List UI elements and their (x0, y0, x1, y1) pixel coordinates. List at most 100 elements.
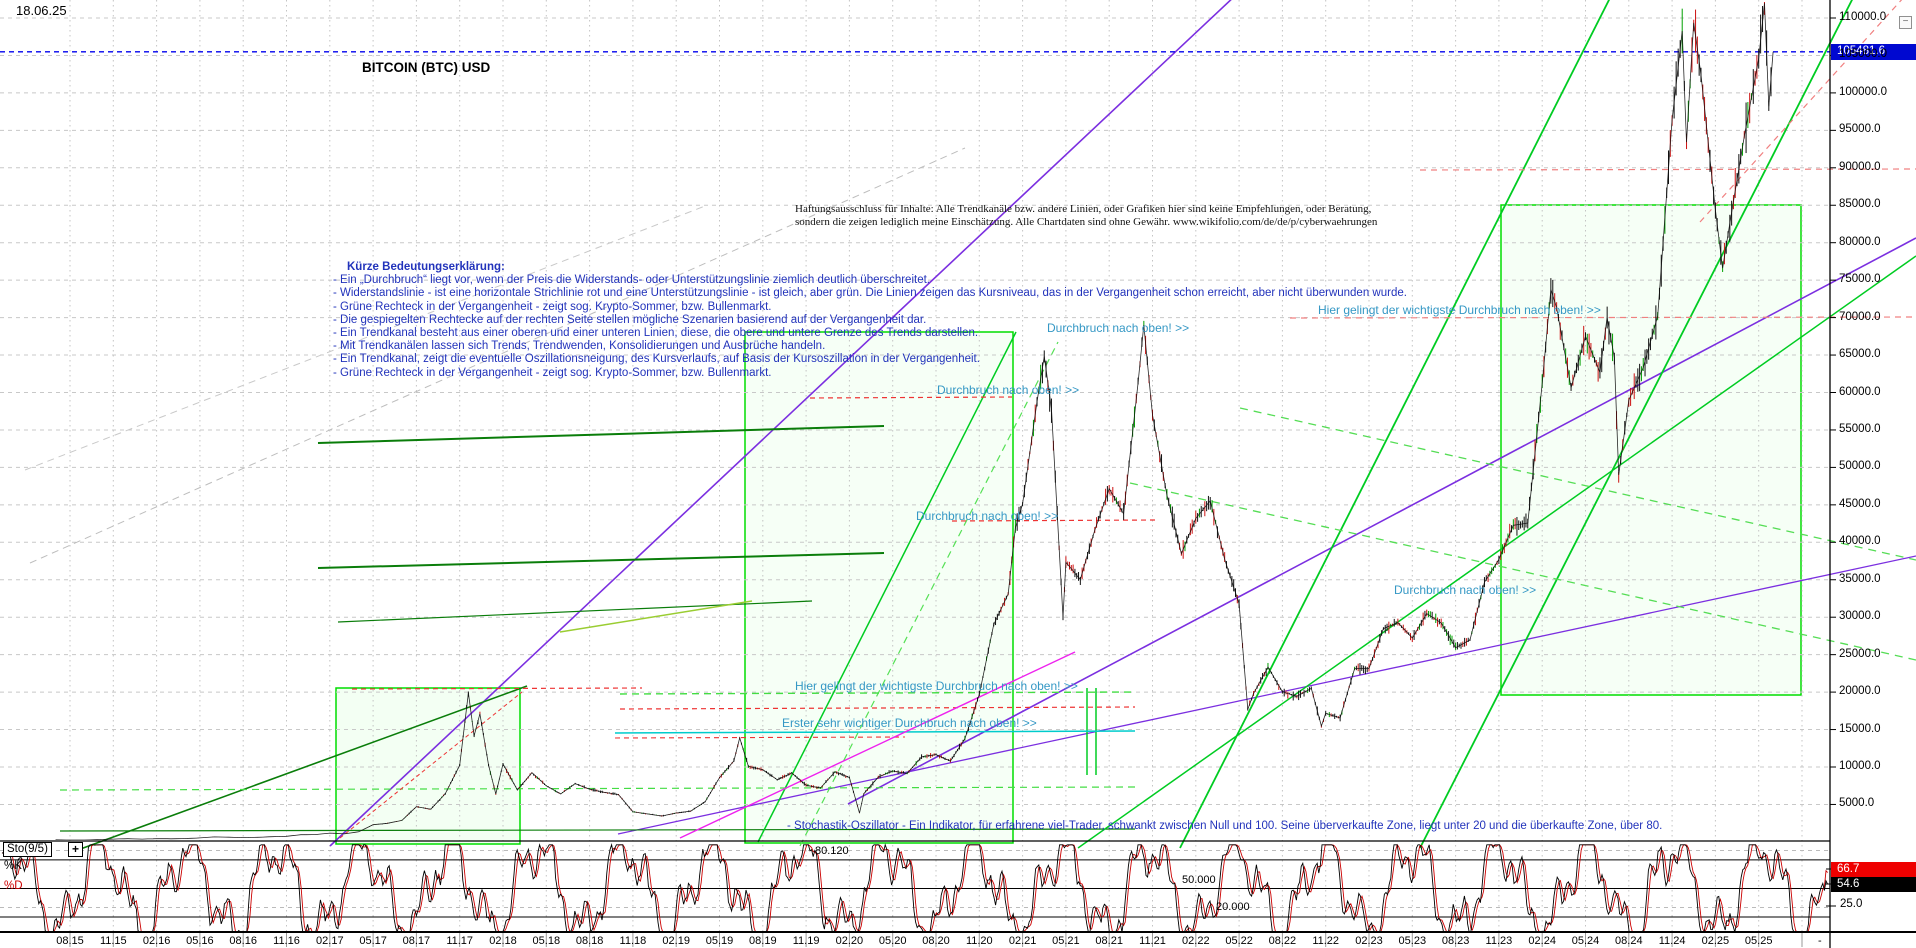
time-axis-label: 05.18 (532, 935, 561, 947)
stochastic-level-lower: 20.000 (1216, 901, 1250, 913)
time-axis-label: 05.23 (1398, 935, 1427, 947)
price-axis-label: 100000.0 (1839, 85, 1887, 98)
price-axis-label: 90000.0 (1839, 160, 1881, 173)
legend-title: Kürze Bedeutungserklärung: (347, 261, 505, 273)
annotation-text: Hier gelingt der wichtigste Durchbruch n… (1318, 303, 1601, 317)
annotation-text: Erster sehr wichtiger Durchbruch nach ob… (782, 716, 1037, 730)
time-axis-label: 11.17 (446, 935, 474, 947)
time-axis-label: 05.16 (186, 935, 214, 947)
time-axis-label: 02.23 (1355, 935, 1383, 947)
krypto-sommer-rectangle (335, 687, 521, 845)
price-axis-label: 65000.0 (1839, 348, 1881, 361)
stochastic-k-label: %K (4, 860, 22, 872)
price-axis-label: 40000.0 (1839, 535, 1881, 548)
time-axis-label: 05.25 (1744, 935, 1773, 947)
page-title: BITCOIN (BTC) USD (362, 60, 491, 75)
price-axis-label: 95000.0 (1839, 123, 1881, 136)
price-axis-label: 15000.0 (1839, 722, 1881, 735)
time-axis-label: 08.21 (1095, 935, 1123, 947)
legend-item: - Grüne Rechteck in der Vergangenheit - … (333, 300, 772, 313)
price-axis-label: 110000.0 (1839, 11, 1887, 23)
stochastic-level-upper: 80.120 (815, 845, 849, 857)
price-axis-label: 30000.0 (1839, 610, 1881, 623)
stochastic-d-label: %D (4, 880, 23, 892)
current-price-badge: 105481.6 (1831, 44, 1916, 60)
time-axis-label: 08.16 (229, 935, 257, 947)
stochastic-level-middle: 50.000 (1182, 874, 1216, 886)
time-axis-label: 08.24 (1615, 935, 1643, 947)
annotation-text: Durchbruch nach oben! >> (1047, 321, 1190, 335)
time-axis-label: 08.15 (56, 935, 84, 947)
trendlines (24, 0, 1916, 852)
price-axis-label: 55000.0 (1839, 422, 1881, 435)
krypto-sommer-rectangle (744, 331, 1014, 844)
legend-item: - Grüne Rechteck in der Vergangenheit - … (333, 366, 772, 379)
time-axis-label: 11.18 (619, 935, 647, 947)
time-axis-label: 05.21 (1052, 935, 1080, 947)
chart-date: 18.06.25 (16, 3, 67, 18)
price-axis-label: 70000.0 (1839, 310, 1881, 323)
time-axis-label: 05.17 (359, 935, 387, 947)
time-axis-label: 02.24 (1528, 935, 1556, 947)
time-axis-label: 11.19 (792, 935, 820, 947)
time-axis-label: 05.24 (1571, 935, 1600, 947)
time-axis-end-dash: - (1818, 935, 1822, 947)
stochastic-series (1, 843, 1829, 931)
time-axis-label: 11.16 (273, 935, 300, 947)
annotation-text: Hier gelingt der wichtigste Durchbruch n… (795, 679, 1078, 693)
stochastic-indicator-label[interactable]: Sto(9/5) (3, 842, 52, 857)
time-axis-label: 02.20 (835, 935, 864, 947)
price-axis-label: 10000.0 (1839, 760, 1881, 772)
stochastic-k-badge: 54.6 (1831, 877, 1916, 892)
time-axis-label: 02.16 (142, 935, 171, 947)
price-series (55, 2, 1774, 840)
price-axis-label: 105000.0 (1839, 48, 1887, 61)
price-axis-label: 75000.0 (1839, 273, 1881, 286)
price-axis-label: 45000.0 (1839, 497, 1881, 510)
legend-block: Kürze Bedeutungserklärung: - Ein „Durchb… (333, 261, 1407, 380)
time-axis-label: 05.20 (878, 935, 907, 947)
time-axis-label: 11.20 (965, 935, 993, 947)
krypto-sommer-rectangle (1500, 204, 1802, 696)
stochastic-axis-label-25: 25.0 (1840, 898, 1863, 910)
time-axis-label: 02.22 (1182, 935, 1210, 947)
stochastic-d-badge: 66.7 (1831, 862, 1916, 877)
time-axis-label: 11.22 (1312, 935, 1340, 947)
time-axis-label: 05.19 (705, 935, 734, 947)
time-axis-label: 11.24 (1658, 935, 1686, 947)
add-indicator-button[interactable]: + (68, 842, 83, 857)
legend-item: - Ein „Durchbruch“ liegt vor, wenn der P… (333, 274, 930, 287)
disclaimer-line-1: Haftungsausschluss für Inhalte: Alle Tre… (795, 203, 1372, 215)
annotation-text: Durchbruch nach oben! >> (1394, 583, 1537, 597)
legend-item: - Ein Trendkanal, zeigt die eventuelle O… (333, 353, 980, 366)
stochastic-note: - Stochastik-Oszillator - Ein Indikator,… (787, 820, 1663, 832)
time-axis-label: 02.17 (316, 935, 344, 947)
price-axis-label: 85000.0 (1839, 198, 1881, 211)
time-axis-label: 08.22 (1268, 935, 1297, 947)
legend-item: - Die gespiegelten Rechtecke auf der rec… (333, 313, 927, 326)
time-axis-label: 11.23 (1485, 935, 1513, 947)
disclaimer-text: Haftungsausschluss für Inhalte: Alle Tre… (795, 203, 1377, 229)
time-axis-label: 02.19 (662, 935, 690, 947)
disclaimer-line-2: sondern die zeigen lediglich meine Einsc… (795, 216, 1378, 228)
annotation-text: Durchbruch nach oben! >> (937, 383, 1080, 397)
time-axis-label: 08.20 (922, 935, 950, 947)
legend-item: - Widerstandslinie - ist eine horizontal… (333, 287, 1407, 300)
legend-items: - Ein „Durchbruch“ liegt vor, wenn der P… (333, 274, 1407, 380)
time-axis-label: 08.17 (402, 935, 431, 947)
time-axis-label: 02.18 (489, 935, 517, 947)
time-axis-label: 02.25 (1701, 935, 1730, 947)
time-axis-label: 05.22 (1225, 935, 1253, 947)
time-axis-label: 02.21 (1008, 935, 1037, 947)
collapse-button[interactable]: − (1899, 16, 1912, 29)
time-axis-label: 08.23 (1441, 935, 1470, 947)
time-axis-label: 08.19 (749, 935, 777, 947)
time-axis-label: 11.15 (99, 935, 127, 947)
time-axis-label: 11.21 (1139, 935, 1166, 947)
price-axis-label: 25000.0 (1839, 647, 1881, 660)
price-axis-label: 60000.0 (1839, 385, 1881, 398)
price-axis-label: 35000.0 (1839, 572, 1881, 585)
legend-item: - Ein Trendkanal besteht aus einer obere… (333, 327, 979, 340)
